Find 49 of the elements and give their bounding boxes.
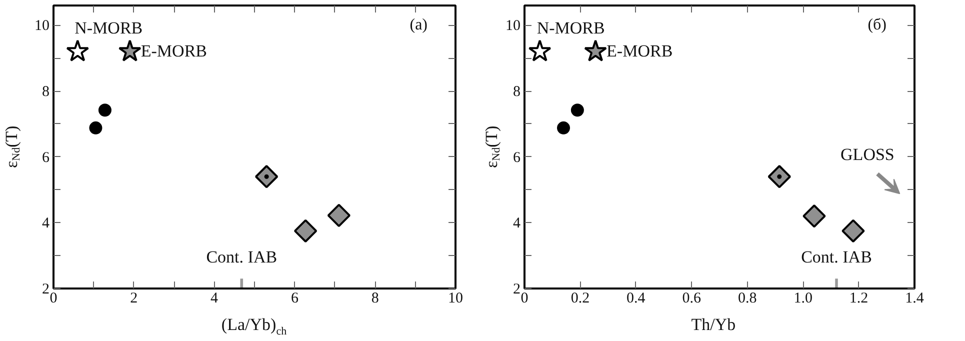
point	[294, 219, 318, 243]
y-tick-label: 8	[42, 84, 50, 100]
series-label: N-MORB	[74, 18, 143, 38]
x-tick-label: 0.6	[682, 290, 702, 306]
x-tick-label: 6	[290, 290, 299, 306]
y-tick-label: 6	[513, 150, 521, 166]
point	[98, 104, 112, 117]
point	[118, 40, 142, 62]
y-tick-label: 4	[513, 216, 521, 232]
x-axis-title: Th/Yb	[691, 315, 736, 335]
point	[570, 104, 584, 117]
series-label: E-MORB	[606, 42, 673, 61]
point	[802, 204, 826, 228]
y-tick-label: 10	[34, 18, 50, 34]
point	[584, 40, 607, 62]
point	[89, 121, 102, 134]
y-tick-label: 4	[42, 216, 50, 232]
point	[557, 121, 570, 134]
point	[842, 219, 865, 243]
x-tick-label: 0.8	[738, 290, 757, 306]
text: (a)	[410, 16, 428, 34]
y-tick-label: 6	[42, 150, 50, 166]
y-tick-label: 10	[506, 18, 520, 34]
point	[66, 40, 90, 62]
x-tick-label: 1.4	[905, 290, 924, 306]
point	[528, 40, 552, 62]
x-tick-label: 0	[50, 290, 58, 306]
y-tick-label: 8	[513, 84, 520, 100]
point	[777, 174, 782, 179]
x-tick-label: 1.2	[849, 290, 868, 306]
series-label: E-MORB	[140, 42, 208, 61]
x-tick-label: 4	[210, 290, 219, 306]
x-tick-label: 0.4	[626, 290, 646, 306]
series-label: N-MORB	[536, 18, 605, 38]
point	[254, 165, 278, 188]
series-label: Cont. IAB	[206, 248, 278, 267]
text: (б)	[868, 16, 886, 34]
x-tick-label: 2	[130, 290, 138, 306]
x-tick-label: 0.2	[570, 290, 590, 306]
x-tick-label: 1.0	[794, 290, 812, 306]
point	[768, 165, 791, 188]
x-tick-label: 8	[371, 290, 379, 306]
x-tick-label: 10	[448, 290, 463, 306]
annotation: GLOSS	[840, 144, 894, 164]
x-tick-label: 0	[520, 290, 528, 306]
x-axis-title: (La/Yb)$_{ch}$	[221, 315, 287, 340]
point	[264, 174, 269, 179]
series-label: Cont. IAB	[801, 248, 872, 267]
point	[327, 204, 351, 228]
